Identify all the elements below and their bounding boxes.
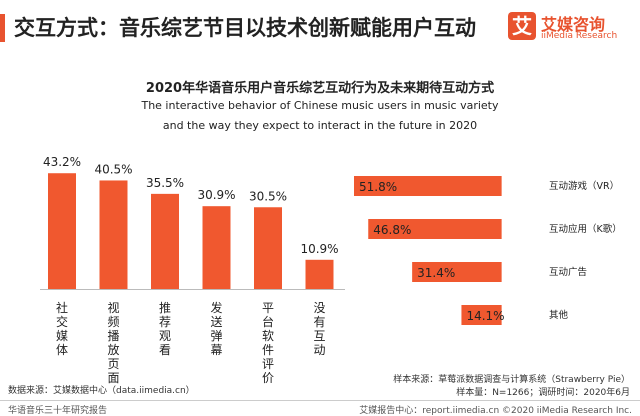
vertical-bar [305,259,334,289]
sample-size-line: 样本量：N=1266；调研时间：2020年6月 [456,388,630,398]
horizontal-bar [354,176,502,196]
bar-value-label: 35.5% [146,176,184,190]
footer-report-name: 华语音乐三十年研究报告 [8,406,108,416]
category-tick-label: 发送弹幕 [210,300,222,357]
vertical-bar [48,173,76,289]
chart-title: 2020年华语音乐用户音乐综艺互动行为及未来期待互动方式 [145,81,495,96]
headline-accent-bar [0,14,5,42]
data-source-note: 数据来源：艾媒数据中心（data.iimedia.cn） [8,386,195,396]
horizontal-bar [461,305,502,325]
chart-subtitle-line1: The interactive behavior of Chinese musi… [141,99,499,112]
category-tick-label: 互动游戏（VR） [549,180,619,192]
bar-value-label: 14.1% [466,309,504,323]
horizontal-bar [412,262,502,282]
bar-value-label: 43.2% [43,155,81,169]
footer-copyright: 艾媒报告中心：report.iimedia.cn ©2020 iiMedia R… [359,406,632,416]
bar-value-label: 51.8% [359,180,397,194]
chart-subtitle-line2: and the way they expect to interact in t… [162,119,478,132]
brand-name-cn: 艾媒咨询 [541,15,606,34]
bar-value-label: 30.9% [197,188,235,202]
footer-divider [0,400,640,401]
sample-source-note: 样本来源：草莓派数据调查与计算系统（Strawberry Pie） 样本量：N=… [393,374,630,400]
category-tick-label: 视频播放页面 [107,300,119,385]
iimedia-logo-icon: 艾 [508,12,536,40]
bar-value-label: 46.8% [373,223,411,237]
page-headline: 交互方式：音乐综艺节目以技术创新赋能用户互动 [14,16,476,40]
vertical-bar [202,206,231,289]
category-tick-label: 其他 [549,309,569,321]
category-tick-label: 社交媒体 [56,300,68,357]
bar-value-label: 30.5% [249,189,287,203]
sample-source-line1: 样本来源：草莓派数据调查与计算系统（Strawberry Pie） [393,375,630,385]
category-tick-label: 互动广告 [549,266,587,278]
bar-value-label: 40.5% [94,162,132,176]
brand-name-en: iiMedia Research [541,31,618,41]
bar-value-label: 10.9% [300,242,338,256]
category-tick-label: 没有互动 [313,300,325,357]
vertical-bar [99,180,128,289]
vertical-bar [151,193,179,289]
horizontal-bar [368,219,502,239]
category-tick-label: 平台软件评价 [262,301,274,385]
vertical-bar [254,207,282,289]
category-tick-label: 互动应用（K歌） [549,223,622,235]
category-tick-label: 推荐观看 [159,301,171,357]
bar-value-label: 31.4% [417,266,455,280]
